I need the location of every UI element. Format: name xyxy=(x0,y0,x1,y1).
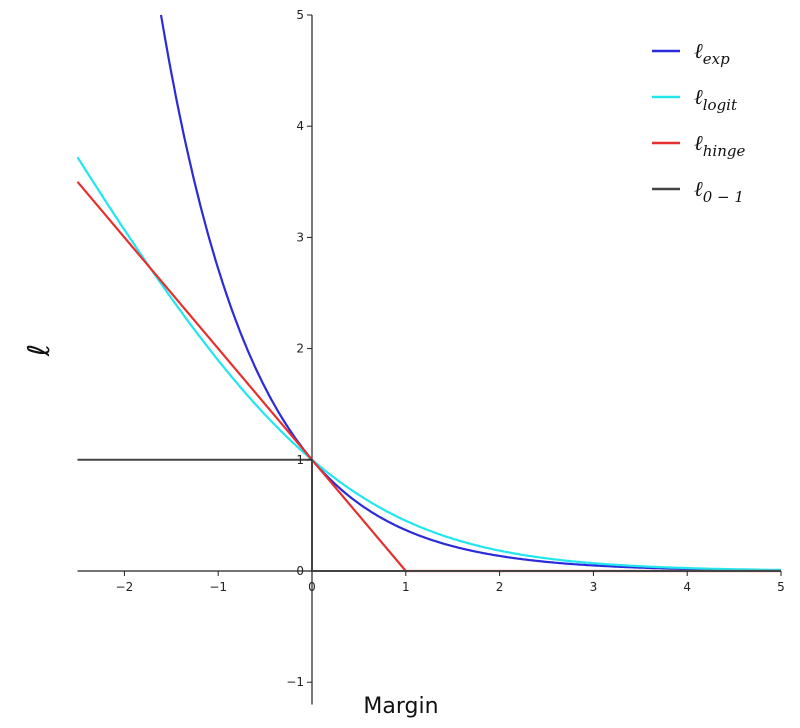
x-tick-label: 5 xyxy=(777,580,785,594)
legend-entry: ℓlogit xyxy=(694,85,738,114)
x-axis-label: Margin xyxy=(363,694,438,719)
axes xyxy=(77,15,781,705)
legend-entry: ℓ0 − 1 xyxy=(694,177,744,206)
x-tick-label: −2 xyxy=(116,580,134,594)
x-tick-label: 2 xyxy=(496,580,504,594)
legend-label-base: ℓ xyxy=(694,85,703,109)
y-tick-label: −1 xyxy=(286,675,304,689)
x-tick-label: 4 xyxy=(683,580,691,594)
x-tick-label: 3 xyxy=(590,580,598,594)
legend-label-subscript: logit xyxy=(703,96,738,114)
y-tick-label: 1 xyxy=(296,453,304,467)
series-lines xyxy=(76,14,781,573)
series-line-0 xyxy=(159,14,781,572)
y-tick-label: 3 xyxy=(296,230,304,244)
x-tick-label: 1 xyxy=(402,580,410,594)
tick-labels: −2 −1 0 1 2 3 4 5 −1 0 1 2 3 4 5 xyxy=(116,8,785,689)
y-tick-label: 2 xyxy=(296,342,304,356)
legend-label-subscript: 0 − 1 xyxy=(703,188,744,206)
legend-label-base: ℓ xyxy=(694,39,703,63)
series-line-1 xyxy=(76,156,781,571)
legend-label-base: ℓ xyxy=(694,177,703,201)
legend-label-subscript: exp xyxy=(703,50,730,68)
legend-label-base: ℓ xyxy=(694,131,703,155)
y-axis-label: ℓ xyxy=(22,344,57,357)
legend-entry: ℓhinge xyxy=(694,131,745,160)
legend-label-subscript: hinge xyxy=(703,142,746,160)
series-line-2 xyxy=(76,181,781,573)
y-tick-label: 5 xyxy=(296,8,304,22)
y-tick-label: 4 xyxy=(296,119,304,133)
y-tick-label: 0 xyxy=(296,564,304,578)
legend-entry: ℓexp xyxy=(694,39,730,68)
x-tick-label: 0 xyxy=(308,580,316,594)
series-line-3 xyxy=(77,458,781,572)
x-tick-label: −1 xyxy=(209,580,227,594)
